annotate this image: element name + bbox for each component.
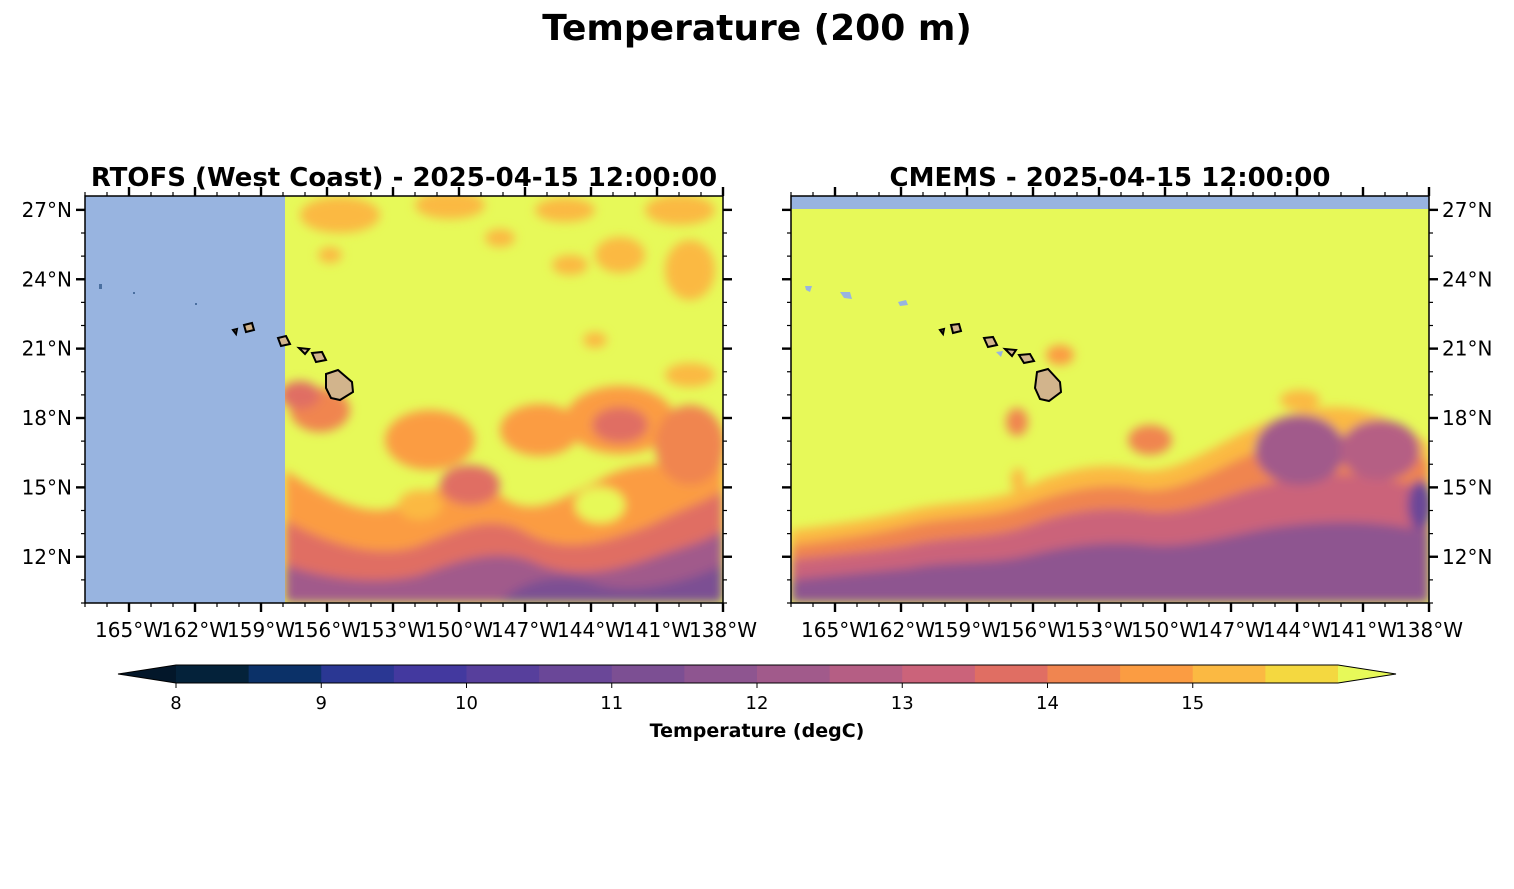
colorbar-tick-label: 8	[170, 693, 181, 714]
panel-title-cmems: CMEMS - 2025-04-15 12:00:00	[890, 163, 1331, 193]
hawaiian-islands-cmems	[938, 322, 1063, 403]
colorbar-segment	[248, 665, 322, 683]
map-panel-cmems: CMEMS - 2025-04-15 12:00:00	[782, 163, 1492, 642]
lat-tick-label: 21°N	[22, 337, 72, 361]
lat-tick-label: 15°N	[22, 475, 72, 499]
colorbar-segment	[757, 665, 831, 683]
lat-tick-label: 21°N	[1442, 337, 1492, 361]
colorbar-segment	[902, 665, 976, 683]
lat-tick-label: 24°N	[1442, 267, 1492, 291]
colorbar-tick-label: 14	[1036, 693, 1059, 714]
colorbar-segment	[1192, 665, 1266, 683]
colorbar-tick-label: 11	[600, 693, 623, 714]
colorbar-label: Temperature (degC)	[650, 720, 865, 742]
colorbar-segment	[1120, 665, 1194, 683]
colorbar-tick-label: 12	[746, 693, 769, 714]
lon-tick-label: 156°W	[999, 618, 1067, 642]
lon-tick-label: 156°W	[293, 618, 361, 642]
colorbar-underflow-triangle	[118, 665, 176, 683]
lon-tick-label: 165°W	[95, 618, 163, 642]
colorbar-tick-label: 9	[316, 693, 327, 714]
hawaiian-islands-rtofs	[231, 321, 355, 402]
lat-tick-label: 27°N	[22, 198, 72, 222]
colorbar-segment	[176, 665, 250, 683]
no-data-region-cmems	[791, 196, 1429, 209]
lat-tick-label: 15°N	[1442, 475, 1492, 499]
colorbar-segment	[1047, 665, 1121, 683]
colorbar-tick-label: 13	[891, 693, 914, 714]
colorbar-segment	[466, 665, 540, 683]
lon-tick-label: 162°W	[161, 618, 229, 642]
lon-tick-label: 153°W	[359, 618, 427, 642]
lon-tick-label: 138°W	[689, 618, 757, 642]
figure-title: Temperature (200 m)	[542, 8, 972, 49]
colorbar: 8 9 10 11 12 13 14 15 Temperature (degC)	[117, 664, 1397, 742]
temperature-field-cmems	[791, 196, 1429, 603]
axis-ticks-cmems: 165°W162°W159°W156°W153°W150°W147°W144°W…	[782, 187, 1492, 642]
no-data-region-rtofs	[85, 196, 285, 603]
colorbar-segment	[611, 665, 685, 683]
lon-tick-label: 162°W	[867, 618, 935, 642]
colorbar-tick-label: 10	[455, 693, 478, 714]
lat-tick-label: 27°N	[1442, 198, 1492, 222]
lon-tick-label: 159°W	[227, 618, 295, 642]
lat-tick-label: 18°N	[22, 406, 72, 430]
colorbar-segment	[393, 665, 468, 683]
lon-tick-label: 138°W	[1395, 618, 1463, 642]
colorbar-overflow-triangle	[1338, 665, 1396, 683]
lon-tick-label: 144°W	[1263, 618, 1331, 642]
lat-tick-label: 18°N	[1442, 406, 1492, 430]
colorbar-segment	[539, 665, 613, 683]
lon-tick-label: 153°W	[1065, 618, 1133, 642]
lat-tick-label: 24°N	[22, 267, 72, 291]
colorbar-segment	[974, 665, 1049, 683]
colorbar-segment	[684, 665, 758, 683]
colorbar-segment	[1265, 665, 1339, 683]
lon-tick-label: 141°W	[623, 618, 691, 642]
lat-tick-label: 12°N	[1442, 545, 1492, 569]
colorbar-segment	[829, 665, 903, 683]
temperature-field-rtofs	[85, 196, 723, 603]
lon-tick-label: 159°W	[933, 618, 1001, 642]
lon-tick-label: 165°W	[801, 618, 869, 642]
contour-fill-cmems	[791, 345, 1429, 603]
axis-ticks-rtofs: 165°W162°W159°W156°W153°W150°W147°W144°W…	[22, 187, 757, 642]
lat-tick-label: 12°N	[22, 545, 72, 569]
lon-tick-label: 147°W	[1197, 618, 1265, 642]
panel-title-rtofs: RTOFS (West Coast) - 2025-04-15 12:00:00	[91, 163, 717, 193]
map-panel-rtofs: RTOFS (West Coast) - 2025-04-15 12:00:00	[22, 163, 758, 642]
contour-fill-rtofs	[280, 196, 723, 603]
colorbar-tick-label: 15	[1181, 693, 1204, 714]
lon-tick-label: 141°W	[1329, 618, 1397, 642]
colorbar-segment	[321, 665, 395, 683]
lon-tick-label: 150°W	[425, 618, 493, 642]
map-frame-rtofs	[84, 195, 724, 604]
lon-tick-label: 144°W	[557, 618, 625, 642]
lon-tick-label: 150°W	[1131, 618, 1199, 642]
lon-tick-label: 147°W	[491, 618, 559, 642]
map-frame-cmems	[790, 195, 1430, 604]
